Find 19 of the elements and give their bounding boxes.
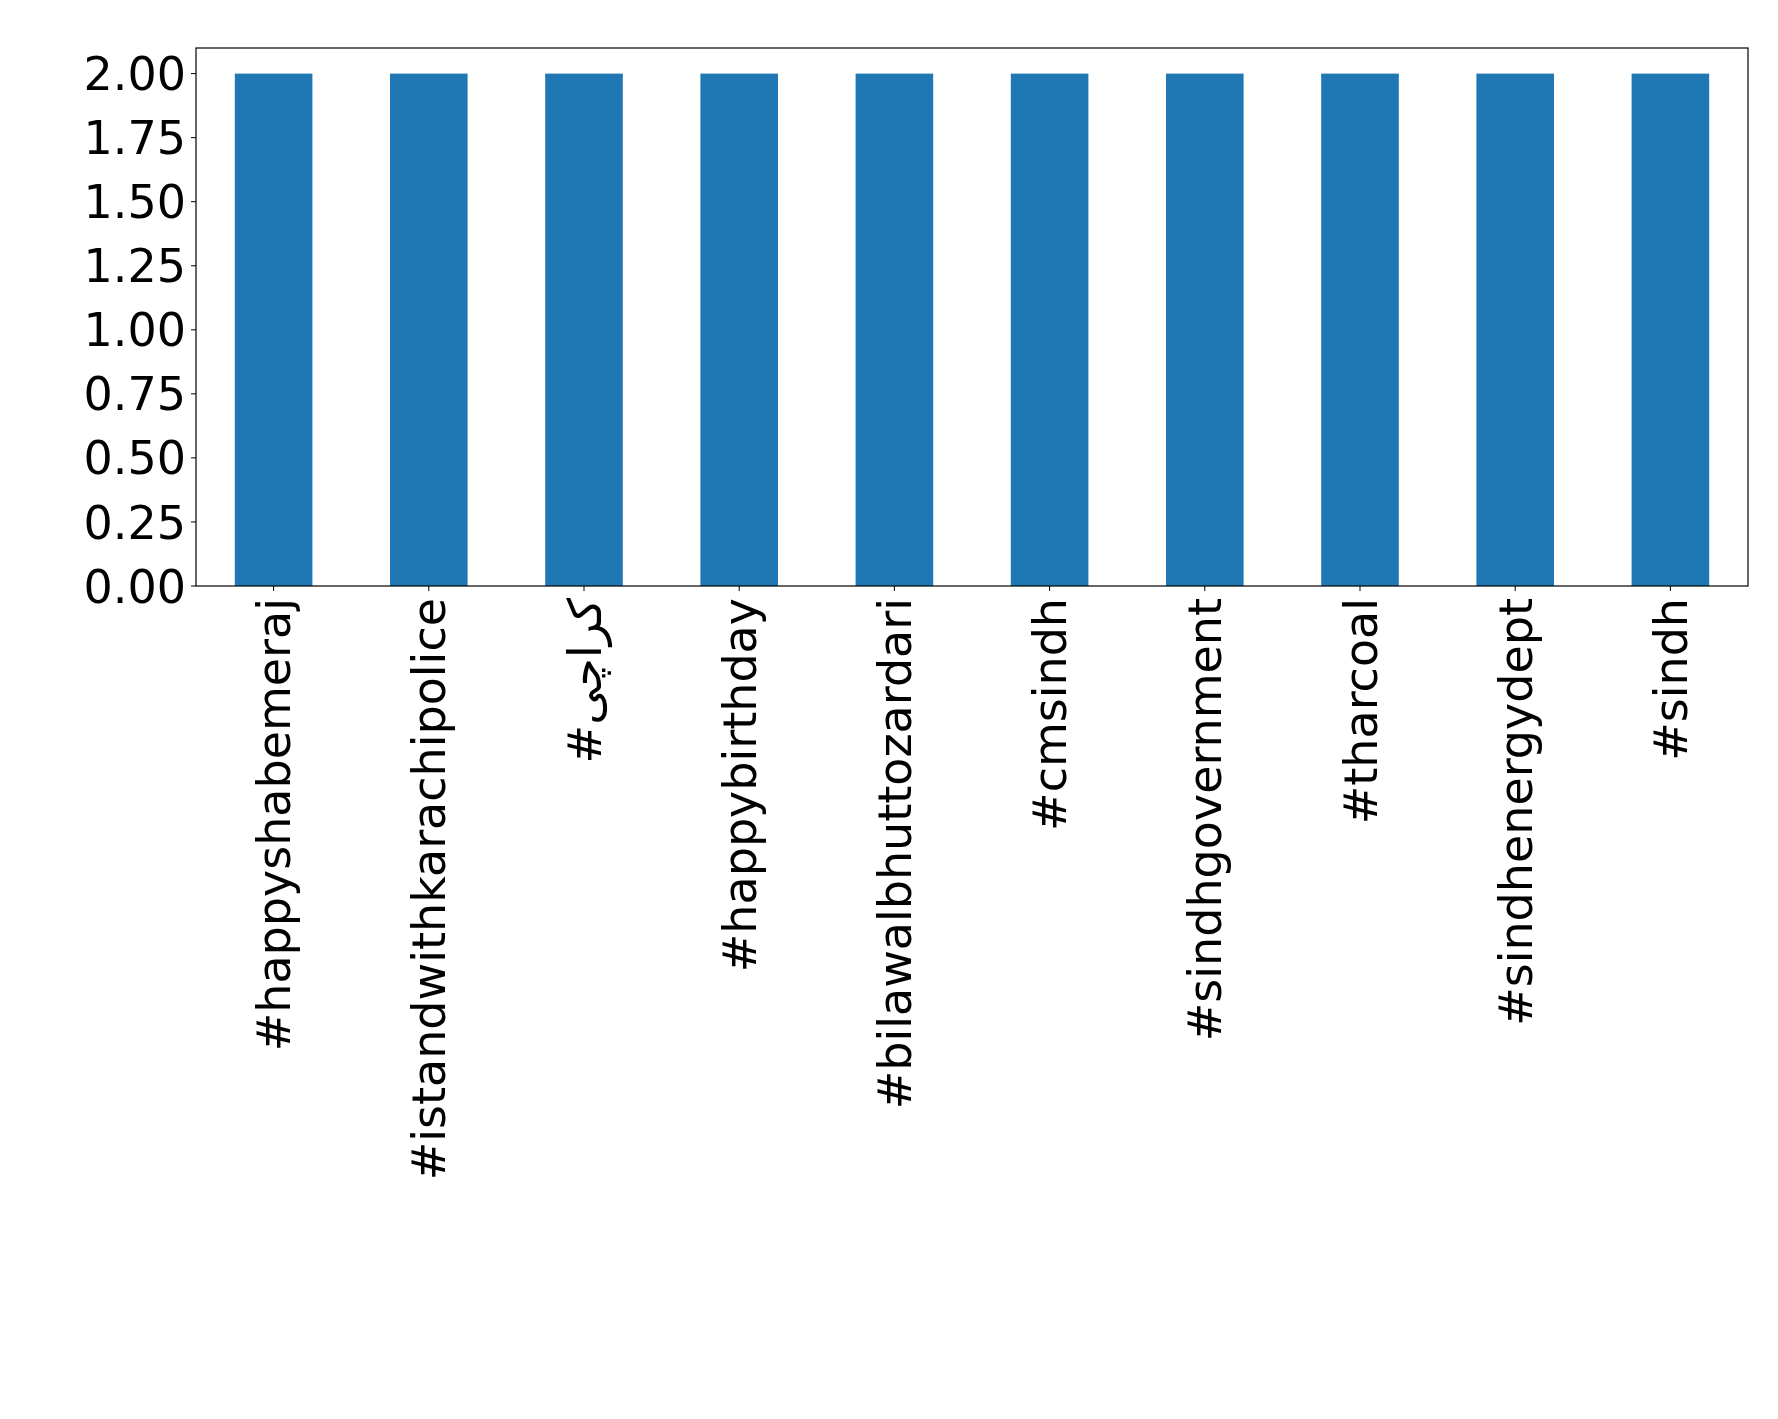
x-tick-label: #tharcoal bbox=[1333, 598, 1388, 825]
x-tick-label: #happyshabemeraj bbox=[247, 598, 302, 1052]
x-tick-label: #sindhenergydept bbox=[1488, 598, 1543, 1026]
x-tick-label: #cmsindh bbox=[1023, 598, 1078, 831]
y-tick-label: 0.75 bbox=[83, 367, 186, 422]
x-tick-label: #sindh bbox=[1643, 598, 1698, 761]
y-tick-label: 1.25 bbox=[83, 239, 186, 294]
y-tick-label: 1.75 bbox=[83, 111, 186, 166]
x-tick-label: #bilawalbhuttozardari bbox=[867, 598, 922, 1110]
x-tick-label: #happybirthday bbox=[712, 598, 767, 973]
x-tick-label: #istandwithkarachipolice bbox=[402, 598, 457, 1181]
y-tick-label: 1.50 bbox=[83, 175, 186, 230]
x-tick-label: #کراچی bbox=[557, 597, 613, 764]
y-tick-label: 0.00 bbox=[83, 559, 186, 614]
y-tick-label: 0.50 bbox=[83, 431, 186, 486]
x-tick-label: #sindhgovernment bbox=[1178, 598, 1233, 1042]
y-tick-label: 1.00 bbox=[83, 303, 186, 358]
y-tick-label: 2.00 bbox=[83, 47, 186, 102]
y-tick-label: 0.25 bbox=[83, 495, 186, 550]
